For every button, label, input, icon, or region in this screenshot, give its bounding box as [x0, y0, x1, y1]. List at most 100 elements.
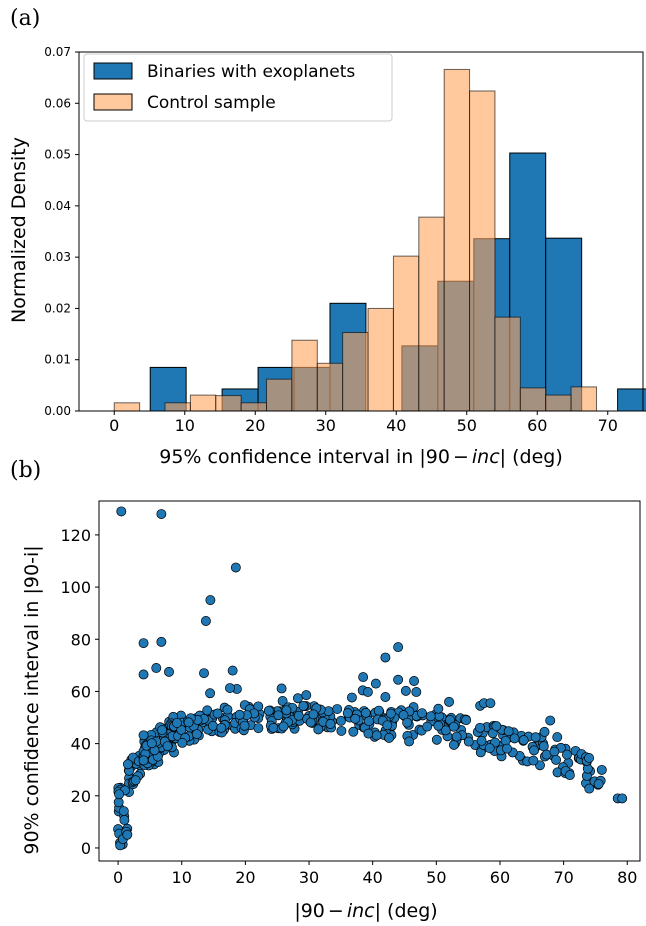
scatter-point [552, 732, 563, 743]
scatter-x-ticks: 0 10 20 30 40 50 60 70 80 [113, 861, 637, 887]
scatter-point [503, 726, 514, 737]
scatter-y-tick-label: 60 [71, 682, 91, 701]
scatter-point [183, 717, 194, 728]
scatter-point [564, 770, 575, 781]
scatter-point [425, 711, 436, 722]
histogram-plot-frame [78, 51, 644, 412]
scatter-point [336, 725, 347, 736]
scatter-point [380, 692, 391, 702]
scatter-point [596, 764, 607, 775]
scatter-point [123, 759, 133, 770]
hist-bar-control [469, 90, 496, 412]
scatter-point [301, 690, 312, 701]
scatter-point [122, 829, 133, 840]
scatter-y-tick-label: 120 [60, 526, 91, 545]
histogram-y-axis-label: Normalized Density [8, 137, 30, 323]
scatter-x-tick-label: 70 [553, 868, 573, 887]
scatter-x-tick-label: 30 [299, 868, 319, 887]
scatter-point [325, 719, 336, 729]
hist-bar-control [266, 378, 293, 412]
scatter-point [212, 708, 223, 719]
scatter-point [156, 636, 167, 647]
histogram-panel: (a) 0 10 20 30 40 50 60 70 0.00 0.01 0.02 0.03 0.04… [8, 6, 646, 468]
scatter-point [276, 683, 287, 694]
scatter-point [151, 663, 162, 673]
scatter-y-axis-label: 90% confidence interval in |90-i| [21, 545, 43, 854]
scatter-point [528, 755, 539, 766]
scatter-point [411, 687, 422, 697]
hist-x-tick-label: 30 [316, 416, 336, 435]
hist-y-tick-label: 0.07 [44, 45, 71, 59]
scatter-point [463, 736, 474, 747]
scatter-point [119, 815, 130, 825]
scatter-point [433, 703, 444, 714]
hist-x-tick-label: 50 [457, 416, 477, 435]
legend-label-binaries: Binaries with exoplanets [147, 62, 355, 82]
scatter-point [358, 672, 369, 683]
scatter-point [393, 674, 404, 685]
hist-bar-binaries [617, 388, 646, 412]
scatter-point [138, 730, 149, 741]
scatter-point [205, 595, 216, 606]
scatter-point [216, 722, 227, 733]
scatter-point [400, 685, 411, 696]
scatter-point [278, 721, 289, 732]
scatter-point [208, 720, 218, 731]
scatter-point [177, 737, 188, 748]
hist-bar-control [519, 387, 547, 412]
hist-y-tick-label: 0.01 [44, 353, 71, 367]
hist-bar-control [570, 386, 597, 412]
scatter-point [551, 754, 562, 765]
hist-x-tick-label: 0 [109, 416, 119, 435]
hist-bar-control [443, 68, 471, 412]
scatter-point [293, 710, 304, 721]
scatter-panel: (b) 0 10 20 30 40 50 60 70 80 0 20 40 60 80 100 120 |9… [10, 458, 641, 922]
hist-x-tick-label: 10 [175, 416, 195, 435]
hist-y-tick-label: 0.06 [44, 96, 71, 110]
scatter-point [529, 745, 539, 756]
scatter-point [538, 741, 549, 752]
scatter-y-tick-label: 0 [81, 839, 91, 858]
scatter-x-tick-label: 10 [172, 868, 192, 887]
hist-bar-control [240, 402, 268, 412]
legend: Binaries with exoplanets Control sample [83, 53, 393, 122]
histogram-y-ticks: 0.00 0.01 0.02 0.03 0.04 0.05 0.06 0.07 [44, 45, 79, 418]
scatter-point [402, 717, 413, 728]
scatter-point [475, 722, 485, 733]
scatter-point [350, 713, 361, 724]
scatter-point [417, 708, 427, 719]
scatter-x-tick-label: 80 [617, 868, 637, 887]
scatter-point [156, 509, 167, 519]
scatter-point [545, 715, 556, 726]
scatter-point [530, 732, 541, 743]
scatter-point [348, 726, 359, 737]
scatter-y-ticks: 0 20 40 60 80 100 120 [60, 526, 99, 858]
scatter-point [199, 668, 209, 679]
scatter-y-tick-label: 20 [71, 787, 91, 806]
scatter-point [549, 746, 560, 757]
scatter-point [222, 704, 233, 715]
hist-bar-control [164, 402, 191, 412]
scatter-point [502, 743, 513, 754]
scatter-point [157, 725, 168, 736]
scatter-point [118, 806, 129, 817]
scatter-point [433, 720, 444, 731]
scatter-x-tick-label: 0 [113, 868, 123, 887]
scatter-point [431, 734, 442, 745]
hist-bar-control [291, 339, 318, 412]
scatter-point [385, 708, 396, 719]
scatter-point [162, 741, 173, 752]
panel-b-label: (b) [10, 458, 41, 483]
scatter-point [130, 775, 141, 786]
scatter-point [491, 721, 502, 732]
hist-x-tick-label: 20 [245, 416, 265, 435]
scatter-point [227, 665, 238, 676]
scatter-point [116, 506, 127, 517]
scatter-point [138, 638, 149, 649]
scatter-point [205, 688, 216, 699]
hist-x-tick-label: 40 [386, 416, 406, 435]
scatter-point [449, 739, 459, 750]
scatter-point [518, 735, 529, 746]
scatter-point [281, 705, 292, 716]
scatter-point [422, 721, 433, 732]
